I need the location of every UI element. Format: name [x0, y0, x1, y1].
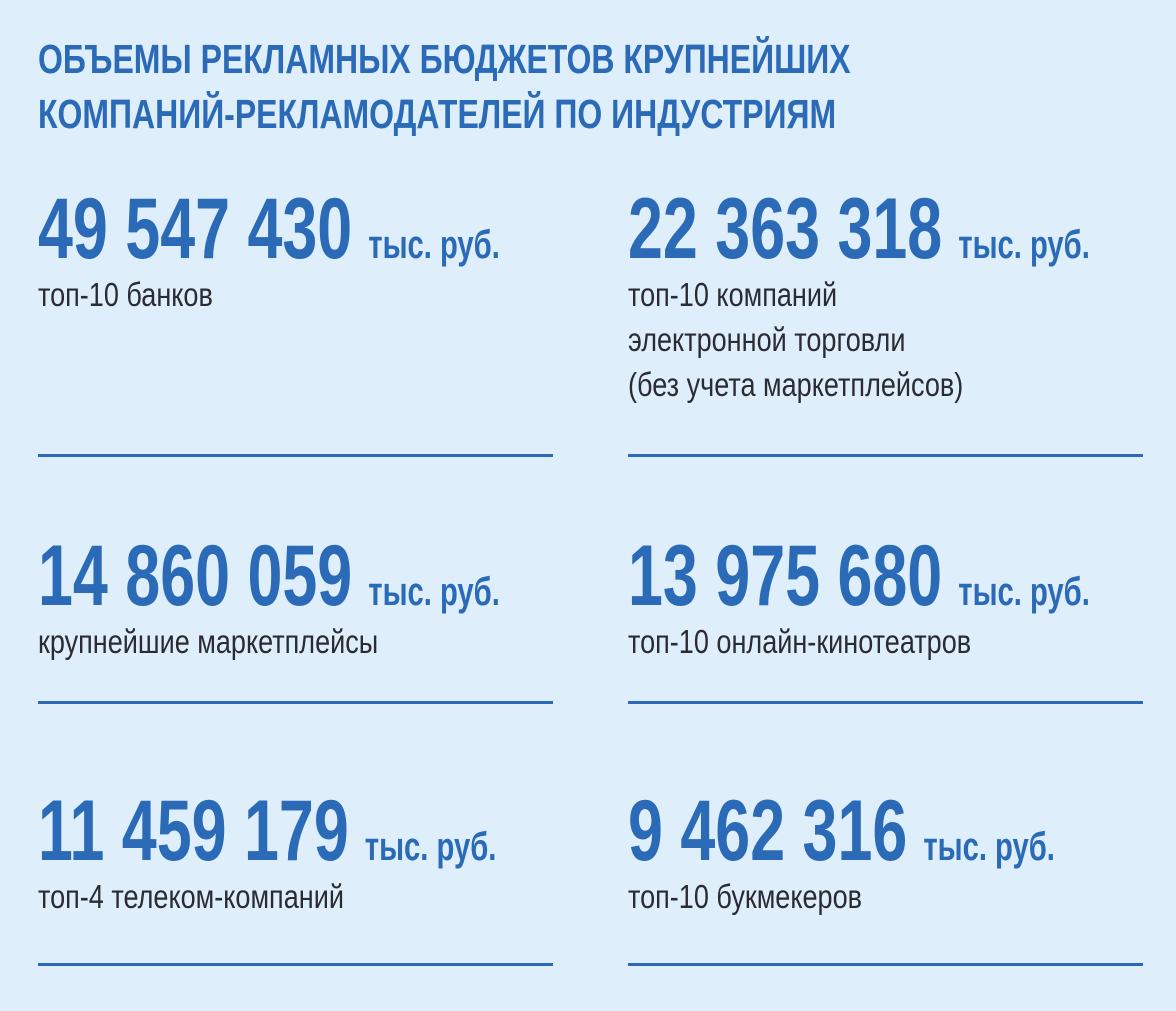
stat-card-marketplaces: 14 860 059 тыс. руб. крупнейшие маркетпле… [38, 533, 553, 704]
stat-value: 11 459 179 [38, 783, 349, 879]
stat-unit: тыс. руб. [958, 223, 1090, 267]
stat-label-line: топ-10 компаний [628, 276, 838, 313]
divider [38, 454, 553, 457]
stat-unit: тыс. руб. [923, 825, 1055, 869]
stat-label-line: электронной торговли [628, 321, 906, 358]
stat-unit: тыс. руб. [364, 825, 497, 869]
divider [628, 701, 1143, 704]
stat-card-telecom: 11 459 179 тыс. руб. топ-4 телеком-компан… [38, 788, 553, 966]
divider [38, 701, 553, 704]
stat-label-line: (без учета маркетплейсов) [628, 366, 964, 403]
stat-value: 14 860 059 [38, 528, 353, 624]
divider [38, 963, 553, 966]
stat-label: крупнейшие маркетплейсы [38, 623, 379, 660]
stat-card-bookmakers: 9 462 316 тыс. руб. топ-10 букмекеров [628, 788, 1143, 966]
stat-value: 49 547 430 [38, 181, 353, 277]
stat-card-banks: 49 547 430 тыс. руб. топ-10 банков [38, 186, 553, 457]
stat-value: 9 462 316 [628, 783, 908, 879]
stat-label: топ-10 онлайн-кинотеатров [628, 623, 972, 660]
title-line-1: ОБЪЕМЫ РЕКЛАМНЫХ БЮДЖЕТОВ КРУПНЕЙШИХ [38, 36, 851, 82]
title-line-2: КОМПАНИЙ-РЕКЛАМОДАТЕЛЕЙ ПО ИНДУСТРИЯМ [38, 91, 837, 137]
divider [628, 454, 1143, 457]
page-title: ОБЪЕМЫ РЕКЛАМНЫХ БЮДЖЕТОВ КРУПНЕЙШИХ КОМ… [38, 32, 1080, 142]
stat-unit: тыс. руб. [368, 570, 500, 614]
stat-unit: тыс. руб. [368, 223, 500, 267]
divider [628, 963, 1143, 966]
stat-card-online-cinemas: 13 975 680 тыс. руб. топ-10 онлайн-киноте… [628, 533, 1143, 704]
stat-label: топ-4 телеком-компаний [38, 878, 344, 915]
stat-unit: тыс. руб. [958, 570, 1090, 614]
stat-card-ecommerce: 22 363 318 тыс. руб. топ-10 компаний элек… [628, 186, 1143, 457]
stat-value: 13 975 680 [628, 528, 943, 624]
stat-label: топ-10 букмекеров [628, 878, 863, 915]
stat-value: 22 363 318 [628, 181, 943, 277]
stat-label: топ-10 банков [38, 276, 213, 313]
